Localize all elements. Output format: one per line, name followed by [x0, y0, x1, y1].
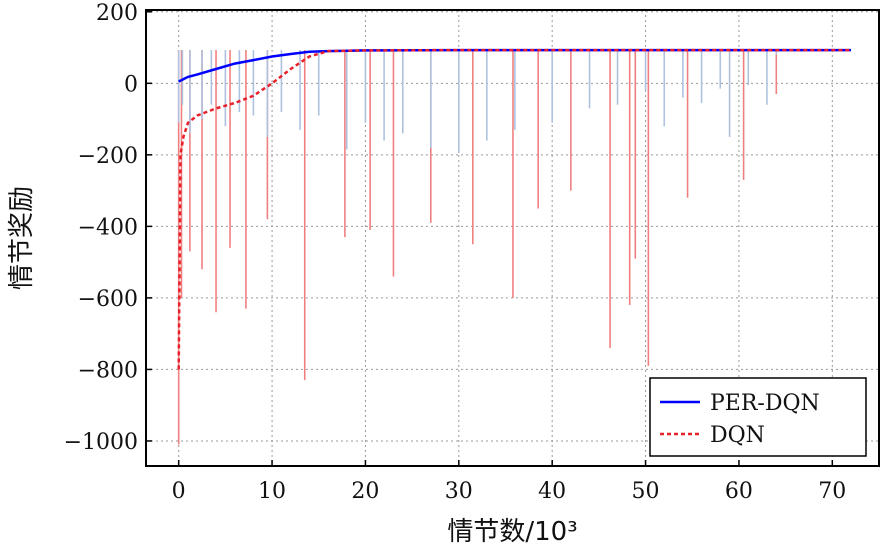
series-line-per-dqn	[178, 48, 851, 83]
y-tick-label: −1000	[64, 430, 138, 455]
legend-label-dqn: DQN	[710, 423, 765, 448]
plot-frame	[145, 9, 880, 467]
axis-ticks: 0 10 20 30 40 50 60 70 200 0 −200 −400 −600 −800 −1000	[64, 1, 847, 504]
x-tick-label: 30	[445, 479, 473, 504]
x-tick-label: 60	[725, 479, 753, 504]
x-tick-label: 10	[258, 479, 286, 504]
smoothed-series	[177, 48, 851, 370]
y-tick-label: −800	[78, 358, 138, 383]
y-axis-title: 情节奖励	[7, 186, 37, 290]
legend: PER-DQN DQN	[649, 377, 867, 457]
x-axis-title: 情节数/10³	[447, 517, 577, 547]
x-tick-label: 40	[538, 479, 566, 504]
x-tick-label: 0	[172, 479, 186, 504]
x-tick-label: 20	[351, 479, 379, 504]
y-tick-label: 0	[124, 72, 138, 97]
legend-label-per-dqn: PER-DQN	[710, 391, 820, 416]
y-tick-label: −400	[78, 215, 138, 240]
y-tick-label: −200	[78, 144, 138, 169]
x-tick-label: 70	[818, 479, 846, 504]
legend-box	[649, 377, 867, 457]
y-tick-label: −600	[78, 287, 138, 312]
y-tick-label: 200	[96, 1, 138, 26]
x-tick-label: 50	[632, 479, 660, 504]
series-line-dqn	[177, 48, 851, 370]
raw-rewards-per-dqn	[177, 50, 796, 154]
raw-episode-rewards	[177, 50, 796, 445]
